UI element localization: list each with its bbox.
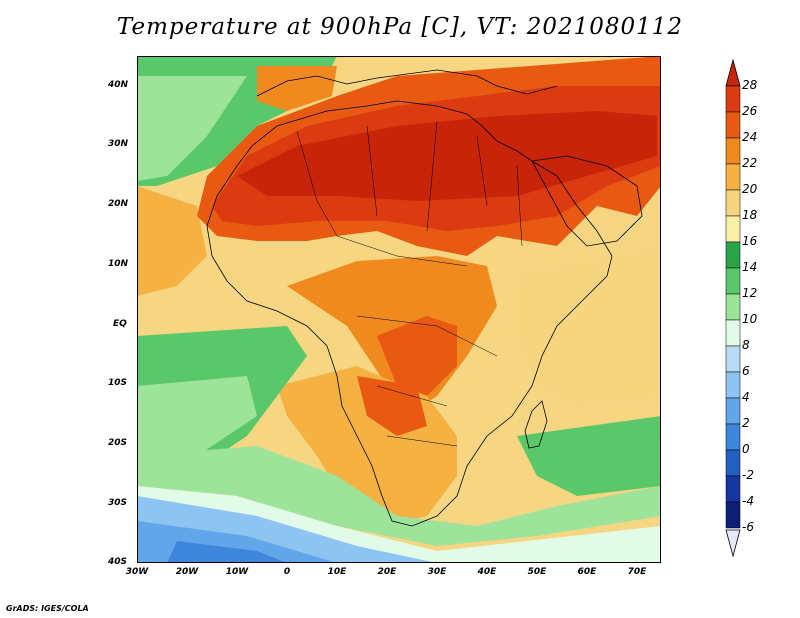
colorbar-box <box>725 345 741 373</box>
colorbar-box <box>725 111 741 139</box>
field-south-atlantic-lightgreen <box>137 376 257 466</box>
lon-tick-60e: 60E <box>577 567 597 577</box>
legend-label: -6 <box>742 520 754 534</box>
colorbar-box <box>725 215 741 243</box>
legend-label: 12 <box>742 286 758 300</box>
colorbar-box <box>725 319 741 347</box>
lon-tick-40e: 40E <box>477 567 497 577</box>
madagascar-coastline <box>524 400 548 449</box>
lon-tick-20e: 20E <box>377 567 397 577</box>
colorbar-box <box>725 371 741 399</box>
colorbar-box <box>725 137 741 165</box>
colorbar-box <box>725 293 741 321</box>
colorbar-box <box>725 163 741 191</box>
legend-label: 10 <box>742 312 758 326</box>
colorbar-box <box>725 475 741 503</box>
legend-label: 20 <box>742 182 758 196</box>
field-central-red <box>377 316 457 396</box>
europe-coastline <box>256 69 558 97</box>
lon-tick-10w: 10W <box>225 567 249 577</box>
field-indian-ocean <box>517 246 661 406</box>
colorbar-box <box>725 85 741 113</box>
lon-tick-70e: 70E <box>627 567 647 577</box>
legend-label: -4 <box>742 494 754 508</box>
map-title: Temperature at 900hPa [C], VT: 202108011… <box>116 14 684 40</box>
legend-label: 18 <box>742 208 758 222</box>
field-iberia-warm <box>257 66 337 111</box>
legend-label: 16 <box>742 234 758 248</box>
colorbar <box>725 58 741 558</box>
field-south-green-band <box>137 446 661 546</box>
lon-tick-10e: 10E <box>327 567 347 577</box>
lat-tick-40n: 40N <box>108 80 129 90</box>
field-south-indian-green <box>517 416 661 496</box>
legend-label: 26 <box>742 104 758 118</box>
legend-label: 2 <box>742 416 750 430</box>
colorbar-box <box>725 241 741 269</box>
legend-label: 14 <box>742 260 758 274</box>
legend-label: 0 <box>742 442 750 456</box>
lon-tick-30e: 30E <box>427 567 447 577</box>
footer-credit: GrADS: IGES/COLA <box>6 604 89 613</box>
lat-tick-20n: 20N <box>108 199 129 209</box>
legend-label: -2 <box>742 468 754 482</box>
legend-label: 22 <box>742 156 758 170</box>
field-southern-red <box>357 376 427 436</box>
legend-label: 8 <box>742 338 750 352</box>
field-sahara-hottest <box>237 111 657 201</box>
field-ocean-lightgreen <box>137 76 247 181</box>
lat-tick-30n: 30N <box>108 139 129 149</box>
country-borders <box>296 120 523 447</box>
colorbar-box <box>725 189 741 217</box>
temperature-map <box>137 56 661 563</box>
colorbar-box <box>725 449 741 477</box>
lat-tick-10s: 10S <box>108 378 128 388</box>
africa-coastline <box>206 100 613 527</box>
lat-tick-eq: EQ <box>113 319 127 329</box>
lat-tick-40s: 40S <box>108 557 128 567</box>
lon-tick-50e: 50E <box>527 567 547 577</box>
colorbar-box <box>725 267 741 295</box>
lat-tick-10n: 10N <box>108 259 129 269</box>
colorbar-bottom-arrow <box>725 529 741 558</box>
legend-label: 24 <box>742 130 758 144</box>
legend-label: 28 <box>742 78 758 92</box>
arabia-coastline <box>531 155 643 247</box>
colorbar-box <box>725 501 741 529</box>
lat-tick-30s: 30S <box>108 498 128 508</box>
field-south-blue-3 <box>167 541 287 563</box>
lon-tick-0: 0 <box>283 567 291 577</box>
legend-label: 6 <box>742 364 750 378</box>
field-atlantic-warm <box>137 186 207 296</box>
lon-tick-30w: 30W <box>125 567 149 577</box>
lon-tick-20w: 20W <box>175 567 199 577</box>
legend-label: 4 <box>742 390 750 404</box>
lat-tick-20s: 20S <box>108 438 128 448</box>
colorbar-top-arrow <box>725 58 741 87</box>
colorbar-box <box>725 423 741 451</box>
colorbar-box <box>725 397 741 425</box>
